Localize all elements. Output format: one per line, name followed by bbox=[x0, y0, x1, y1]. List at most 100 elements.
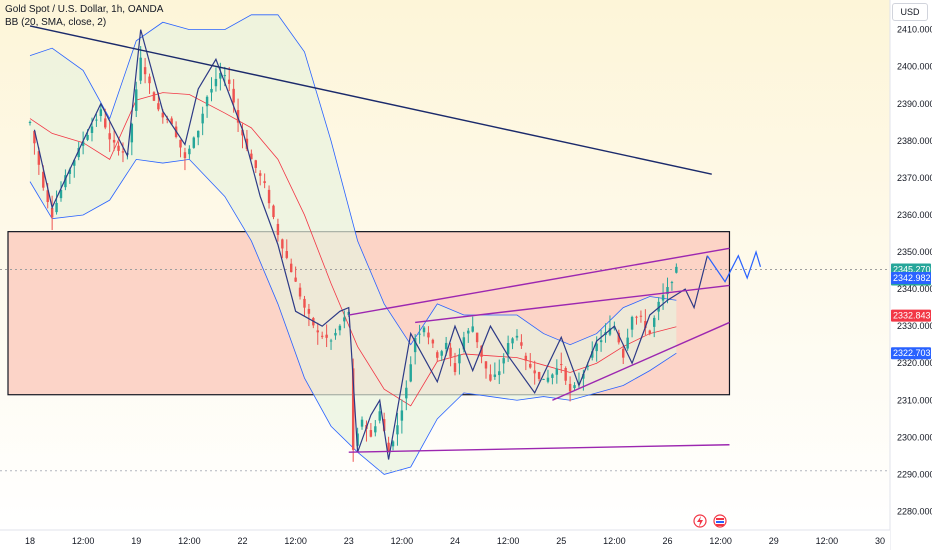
long-term-resistance[interactable] bbox=[29, 25, 712, 175]
candle-body bbox=[303, 298, 306, 308]
indicator-legend[interactable]: BB (20, SMA, close, 2) bbox=[5, 17, 107, 28]
candle-body bbox=[533, 370, 536, 374]
candle-body bbox=[254, 160, 257, 168]
candle-body bbox=[591, 351, 594, 358]
rising-support[interactable] bbox=[552, 321, 730, 401]
candle-body bbox=[560, 364, 563, 366]
candle-body bbox=[81, 141, 85, 146]
candle-body bbox=[475, 332, 479, 343]
x-tick-label: 12:00 bbox=[497, 536, 520, 546]
candle-body bbox=[210, 88, 213, 93]
bb-upper-line bbox=[29, 14, 677, 346]
x-tick-label: 30 bbox=[875, 536, 885, 546]
candle-body bbox=[502, 358, 505, 364]
candle-body bbox=[112, 139, 116, 143]
candle-body bbox=[511, 338, 514, 344]
candle-body bbox=[294, 277, 297, 282]
candle-body bbox=[95, 119, 98, 121]
candle-body bbox=[666, 287, 669, 295]
x-tick-label: 12:00 bbox=[391, 536, 414, 546]
candle-body bbox=[46, 190, 49, 203]
candle-body bbox=[626, 337, 629, 349]
x-tick-label: 26 bbox=[662, 536, 672, 546]
y-tick-label: 2370.000 bbox=[897, 173, 932, 183]
candle-body bbox=[263, 181, 266, 184]
candle-body bbox=[520, 342, 523, 346]
x-tick-label: 12:00 bbox=[603, 536, 626, 546]
time-axis-panel bbox=[0, 530, 890, 550]
x-tick-label: 19 bbox=[131, 536, 141, 546]
flash-glyph bbox=[697, 516, 703, 527]
candle-body bbox=[436, 352, 439, 358]
zigzag-pattern[interactable] bbox=[33, 29, 708, 460]
candle-body bbox=[582, 373, 585, 379]
candle-body bbox=[170, 118, 173, 125]
candle-body bbox=[289, 263, 293, 273]
candle-body bbox=[117, 145, 120, 151]
candle-body bbox=[374, 426, 377, 433]
y-tick-label: 2390.000 bbox=[897, 99, 932, 109]
x-tick-label: 12:00 bbox=[816, 536, 839, 546]
x-tick-label: 12:00 bbox=[709, 536, 732, 546]
candle-body bbox=[250, 153, 253, 160]
candle-body bbox=[320, 335, 324, 337]
x-tick-label: 24 bbox=[450, 536, 460, 546]
candle-body bbox=[245, 138, 249, 149]
candle-body bbox=[444, 342, 448, 350]
y-tick-label: 2300.000 bbox=[897, 432, 932, 442]
candle-body bbox=[55, 202, 58, 213]
candle-body bbox=[356, 433, 359, 446]
candle-body bbox=[653, 317, 656, 327]
candle-body bbox=[360, 419, 364, 427]
y-tick-label: 2410.000 bbox=[897, 25, 932, 35]
candle-body bbox=[68, 169, 72, 174]
candle-body bbox=[670, 282, 674, 284]
candle-body bbox=[329, 340, 333, 342]
y-tick-label: 2330.000 bbox=[897, 321, 932, 331]
candle-body bbox=[661, 295, 665, 301]
x-tick-label: 18 bbox=[25, 536, 35, 546]
candle-body bbox=[183, 152, 187, 159]
candle-body bbox=[276, 223, 280, 235]
projection-path[interactable] bbox=[706, 250, 762, 283]
last-price-badge-text: 2345.270 bbox=[893, 265, 931, 275]
candle-body bbox=[325, 334, 328, 338]
candle-body bbox=[382, 419, 386, 431]
candle-body bbox=[86, 134, 89, 140]
candle-body bbox=[99, 109, 103, 116]
candle-body bbox=[458, 354, 461, 364]
flag-stripe bbox=[716, 521, 724, 523]
candle-body bbox=[205, 96, 209, 107]
candle-body bbox=[214, 78, 218, 87]
y-tick-label: 2290.000 bbox=[897, 469, 932, 479]
candle-body bbox=[143, 67, 147, 75]
candle-body bbox=[648, 330, 652, 334]
candle-body bbox=[546, 377, 550, 382]
lower-support[interactable] bbox=[348, 444, 730, 453]
candle-body bbox=[161, 112, 165, 118]
candle-body bbox=[617, 332, 621, 343]
middle-channel[interactable] bbox=[415, 284, 730, 324]
candle-body bbox=[529, 363, 532, 368]
currency-button[interactable]: USD bbox=[892, 3, 928, 21]
candle-body bbox=[28, 121, 32, 123]
candle-body bbox=[241, 129, 244, 136]
bb-lower-badge bbox=[891, 347, 931, 360]
y-tick-label: 2380.000 bbox=[897, 136, 932, 146]
candle-body bbox=[400, 410, 404, 421]
candle-body bbox=[630, 316, 634, 330]
candle-body bbox=[462, 337, 466, 350]
candle-body bbox=[135, 89, 138, 111]
candle-body bbox=[405, 387, 408, 399]
candle-body bbox=[635, 316, 638, 318]
candle-body bbox=[108, 133, 111, 140]
candle-body bbox=[391, 441, 395, 447]
upper-channel[interactable] bbox=[348, 247, 730, 316]
candle-body bbox=[188, 148, 191, 155]
bb-basis-badge-text: 2332.843 bbox=[893, 311, 931, 321]
candle-body bbox=[351, 368, 355, 450]
bb-upper-badge bbox=[891, 272, 931, 285]
candle-body bbox=[489, 374, 492, 381]
